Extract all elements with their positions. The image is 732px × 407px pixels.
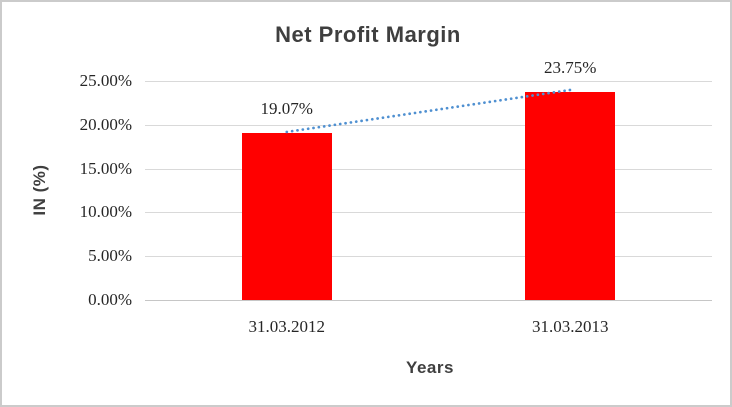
gridline xyxy=(145,168,712,170)
x-axis-title: Years xyxy=(406,358,454,377)
gridline xyxy=(145,124,712,126)
gridline xyxy=(145,300,712,301)
data-label: 23.75% xyxy=(544,57,597,77)
gridline xyxy=(145,256,712,258)
y-tick-label: 0.00% xyxy=(88,290,132,309)
y-tick-label: 15.00% xyxy=(79,158,132,178)
gridline xyxy=(145,212,712,214)
y-tick-label: 5.00% xyxy=(88,246,132,266)
y-tick-label: 10.00% xyxy=(79,202,132,222)
y-tick-label: 25.00% xyxy=(79,71,132,90)
gridline xyxy=(145,81,712,82)
data-label: 19.07% xyxy=(260,98,313,118)
bar-31.03.2012 xyxy=(241,132,332,300)
y-tick-label: 20.00% xyxy=(79,114,132,134)
x-category-label: 31.03.2012 xyxy=(248,317,326,336)
bar-31.03.2013 xyxy=(525,91,616,300)
x-category-label: 31.03.2013 xyxy=(532,317,609,336)
chart-title: Net Profit Margin xyxy=(275,22,461,47)
